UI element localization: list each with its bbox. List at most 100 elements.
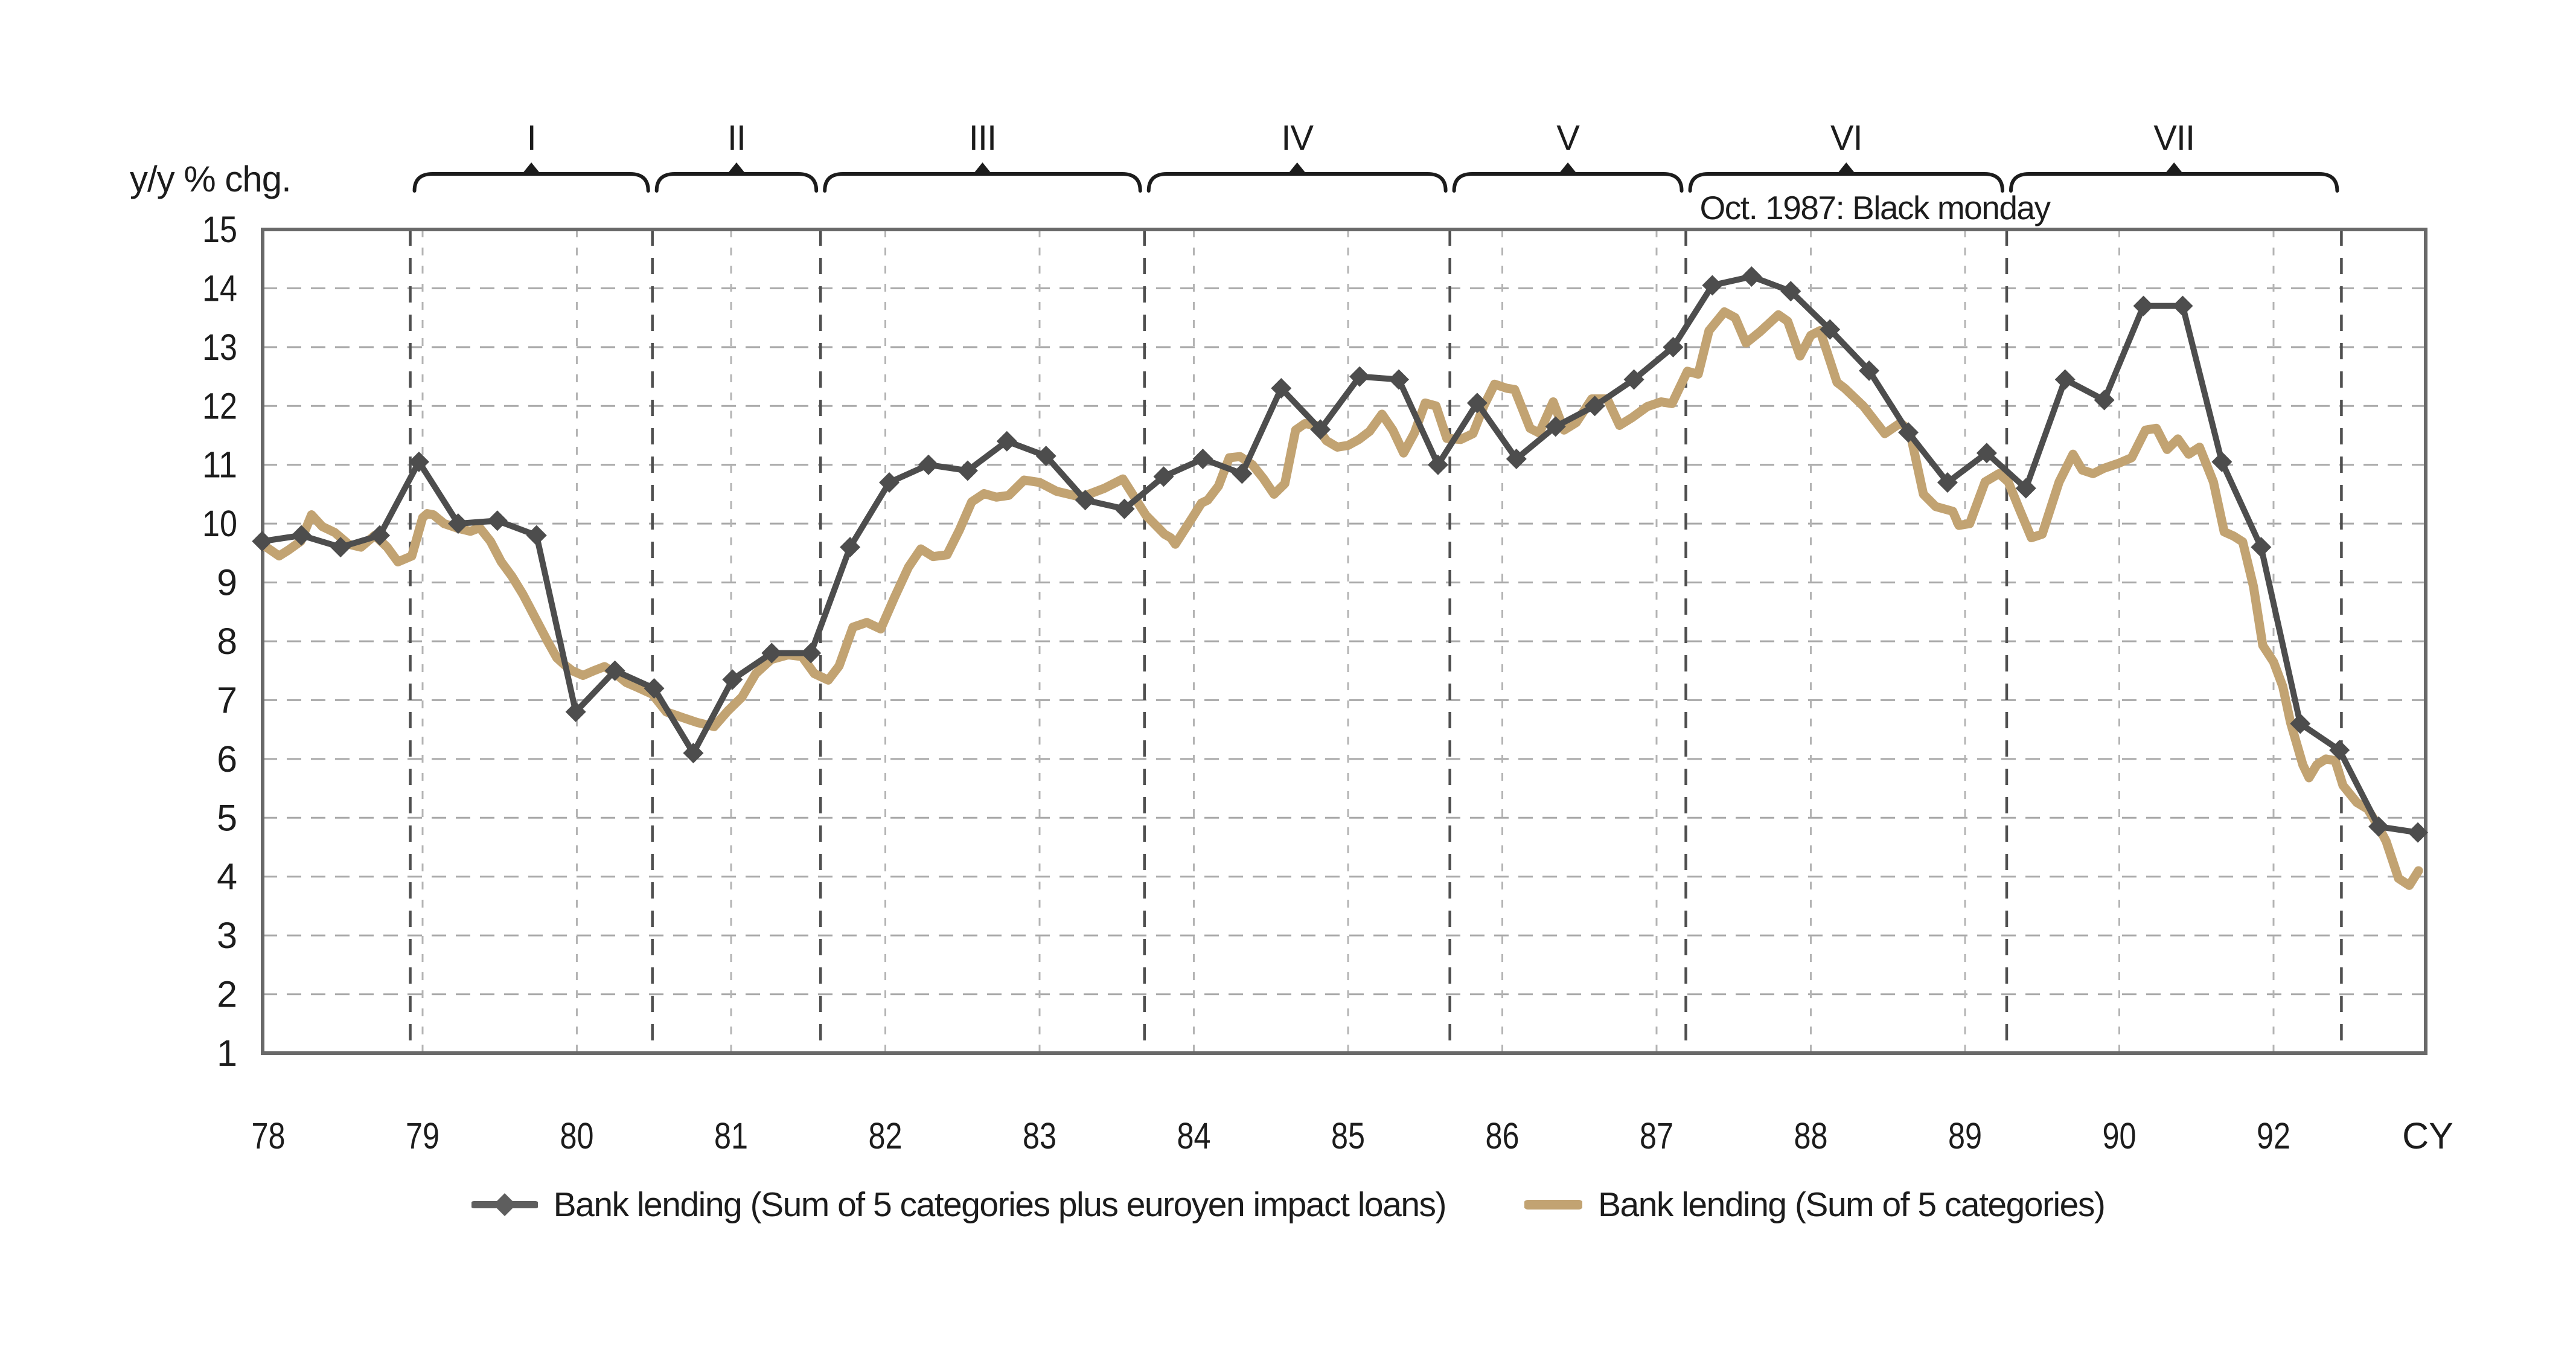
data-point-diamond xyxy=(1349,366,1370,387)
y-tick-label-13: 13 xyxy=(202,327,237,368)
data-point-diamond xyxy=(1427,454,1448,475)
data-point-diamond xyxy=(1584,396,1605,417)
data-point-diamond xyxy=(1232,463,1253,484)
x-tick-label-90: 90 xyxy=(2103,1115,2137,1156)
annotation-black-monday: Oct. 1987: Black monday xyxy=(1700,189,2051,226)
data-point-diamond xyxy=(1075,490,1096,511)
x-tick-label-88: 88 xyxy=(1794,1115,1828,1156)
x-tick-labels: 78 79 80 81 82 83 84 85 86 87 88 89 90 92 CY xyxy=(252,1115,2453,1156)
y-tick-label-10: 10 xyxy=(202,503,237,544)
brace-pointer-I xyxy=(521,162,542,175)
period-numeral-II: II xyxy=(727,118,746,158)
brace-IV xyxy=(1146,172,1448,193)
x-tick-label-92: 92 xyxy=(2257,1115,2290,1156)
y-tick-label-3: 3 xyxy=(217,915,237,956)
data-point-diamond xyxy=(1114,498,1135,519)
data-point-diamond xyxy=(957,460,978,481)
data-point-diamond xyxy=(2329,740,2350,761)
data-point-diamond xyxy=(1310,419,1331,440)
y-tick-label-6: 6 xyxy=(217,739,237,780)
x-tick-label-78: 78 xyxy=(252,1115,286,1156)
data-point-diamond xyxy=(1937,472,1958,493)
legend-item-5cat: Bank lending (Sum of 5 categories) xyxy=(1524,1185,2106,1225)
y-tick-label-14: 14 xyxy=(202,268,237,309)
brace-pointer-II xyxy=(726,162,747,175)
data-point-diamond xyxy=(604,660,625,681)
brace-VII xyxy=(2009,172,2339,193)
legend-item-euroyen: Bank lending (Sum of 5 categories plus e… xyxy=(471,1185,1447,1225)
y-tick-label-15: 15 xyxy=(202,209,237,250)
data-point-diamond xyxy=(565,701,586,722)
y-tick-label-2: 2 xyxy=(217,974,237,1015)
data-point-diamond xyxy=(1663,336,1684,357)
x-tick-label-86: 86 xyxy=(1486,1115,1520,1156)
data-point-diamond xyxy=(801,642,822,664)
data-point-diamond xyxy=(1976,443,1997,464)
data-point-diamond xyxy=(2172,295,2193,316)
x-tick-label-85: 85 xyxy=(1331,1115,1365,1156)
data-point-diamond xyxy=(1466,393,1488,414)
legend-swatch-tan-line-icon xyxy=(1524,1200,1583,1210)
period-numeral-VI: VI xyxy=(1830,118,1862,158)
period-numeral-V: V xyxy=(1556,118,1580,158)
y-tick-label-9: 9 xyxy=(217,562,237,603)
legend: Bank lending (Sum of 5 categories plus e… xyxy=(0,1185,2576,1225)
x-tick-label-79: 79 xyxy=(406,1115,439,1156)
data-point-diamond xyxy=(996,431,1017,452)
y-tick-label-7: 7 xyxy=(217,679,237,720)
data-point-diamond xyxy=(683,743,704,764)
data-point-diamond xyxy=(840,537,861,558)
data-point-diamond xyxy=(330,537,351,558)
legend-label-5cat: Bank lending (Sum of 5 categories) xyxy=(1598,1185,2106,1224)
data-point-diamond xyxy=(369,525,391,546)
x-tick-label-82: 82 xyxy=(869,1115,903,1156)
x-tick-label-CY: CY xyxy=(2402,1115,2453,1156)
x-tick-label-87: 87 xyxy=(1640,1115,1673,1156)
data-point-diamond xyxy=(291,525,312,546)
data-point-diamond xyxy=(526,525,547,546)
data-point-diamond xyxy=(761,642,782,664)
axis-frame xyxy=(261,228,2427,1055)
data-point-diamond xyxy=(2054,369,2076,390)
brace-V xyxy=(1452,172,1684,193)
data-point-diamond xyxy=(1192,448,1213,469)
y-tick-label-12: 12 xyxy=(202,385,237,426)
data-point-diamond xyxy=(1741,266,1762,287)
brace-pointer-VII xyxy=(2164,162,2185,175)
data-point-diamond xyxy=(1898,422,1919,443)
brace-I xyxy=(412,172,650,193)
y-tick-label-8: 8 xyxy=(217,621,237,662)
data-point-diamond xyxy=(1035,446,1056,467)
data-point-diamond xyxy=(644,678,665,699)
data-point-diamond xyxy=(487,510,508,531)
data-point-diamond xyxy=(2251,537,2272,558)
data-point-diamond xyxy=(879,472,900,493)
x-tick-label-81: 81 xyxy=(714,1115,748,1156)
data-point-diamond xyxy=(2290,713,2311,734)
series-line-euroyen xyxy=(261,273,2418,836)
brace-VI xyxy=(1688,172,2004,193)
data-point-diamond xyxy=(2211,451,2232,472)
data-point-diamond xyxy=(2133,295,2154,316)
y-tick-label-4: 4 xyxy=(217,856,237,897)
series-euroyen xyxy=(252,266,2429,843)
data-point-diamond xyxy=(1780,281,1801,302)
data-point-diamond xyxy=(2368,816,2389,837)
data-point-diamond xyxy=(1506,448,1527,469)
data-point-diamond xyxy=(1389,369,1410,390)
data-point-diamond xyxy=(1702,275,1723,296)
period-numeral-III: III xyxy=(969,118,996,158)
y-tick-label-5: 5 xyxy=(217,797,237,838)
brace-III xyxy=(823,172,1142,193)
x-tick-label-89: 89 xyxy=(1948,1115,1982,1156)
data-point-diamond xyxy=(1153,466,1174,487)
data-point-diamond xyxy=(1859,360,1880,381)
legend-label-euroyen: Bank lending (Sum of 5 categories plus e… xyxy=(553,1185,1447,1224)
data-point-diamond xyxy=(2408,822,2429,843)
data-point-diamond xyxy=(1820,319,1841,340)
data-point-diamond xyxy=(2015,478,2036,499)
data-point-diamond xyxy=(408,451,429,472)
